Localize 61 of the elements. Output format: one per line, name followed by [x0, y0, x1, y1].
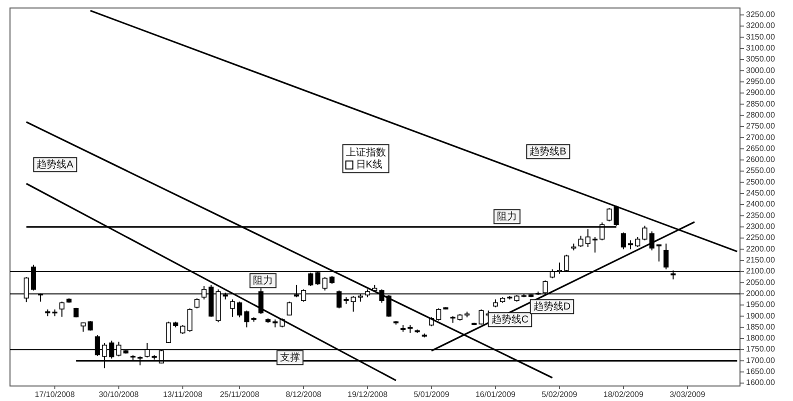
x-tick-label: 5/02/2009 [542, 390, 578, 399]
y-tick-label: 3050.00 [746, 54, 776, 64]
note: 支撑 [276, 350, 304, 366]
y-tick-label: 1700.00 [746, 356, 776, 365]
y-tick-label: 2450.00 [746, 188, 776, 198]
legend-title: 上证指数 [346, 146, 386, 159]
y-tick-label: 3100.00 [746, 44, 776, 52]
x-tick-label: 16/01/2009 [475, 390, 516, 399]
y-tick-label: 2600.00 [746, 155, 776, 164]
note: 趋势线D [530, 299, 574, 314]
y-tick-label: 2550.00 [746, 166, 776, 176]
annotation: 阻力 [497, 210, 517, 223]
y-tick-label: 1750.00 [746, 344, 776, 354]
y-tick-label: 1600.00 [746, 378, 776, 388]
y-tick-label: 2750.00 [746, 122, 776, 131]
annotation: 趋势线D [533, 300, 571, 313]
y-tick-label: 2850.00 [746, 99, 776, 108]
x-tick-label: 25/11/2008 [220, 390, 260, 399]
x-tick-label: 3/03/2009 [670, 390, 706, 399]
legend-label: 日K线 [356, 158, 382, 171]
y-tick-label: 2050.00 [746, 278, 776, 287]
x-tick-label: 13/11/2008 [163, 390, 203, 399]
y-tick-label: 2700.00 [746, 132, 776, 142]
x-tick-label: 30/10/2008 [98, 390, 140, 399]
y-tick-label: 3200.00 [746, 21, 776, 30]
y-tick-label: 2150.00 [746, 255, 776, 264]
annotation: 支撑 [280, 352, 300, 364]
annotation: 阻力 [253, 274, 273, 287]
x-tick-label: 8/12/2008 [286, 390, 322, 399]
y-tick-label: 2650.00 [746, 144, 776, 153]
y-tick-label: 2000.00 [746, 288, 776, 298]
y-tick-label: 1850.00 [746, 322, 776, 332]
note: 阻力 [494, 209, 520, 224]
y-tick-label: 3250.00 [746, 10, 776, 20]
annotation: 趋势线C [491, 314, 529, 326]
y-tick-label: 3150.00 [746, 32, 776, 42]
y-tick-label: 2500.00 [746, 177, 776, 186]
y-tick-label: 2250.00 [746, 233, 776, 242]
x-tick-label: 17/10/2008 [34, 390, 76, 399]
y-tick-label: 2350.00 [746, 210, 776, 220]
x-tick-label: 5/01/2009 [414, 390, 450, 399]
y-tick-label: 2950.00 [746, 76, 776, 86]
y-tick-label: 2400.00 [746, 200, 776, 209]
note: 阻力 [250, 273, 276, 288]
y-tick-label: 1650.00 [746, 367, 776, 376]
y-tick-label: 2100.00 [746, 266, 776, 276]
y-tick-label: 2200.00 [746, 244, 776, 254]
y-tick-label: 1950.00 [746, 300, 776, 310]
y-tick-label: 2900.00 [746, 88, 776, 98]
x-tick-label: 18/02/2009 [603, 390, 644, 399]
note: 趋势线B [526, 144, 570, 160]
y-tick-label: 2300.00 [746, 222, 776, 232]
x-tick-label: 19/12/2008 [348, 390, 388, 399]
annotation: 趋势线B [530, 146, 567, 158]
note: 趋势线C [488, 312, 532, 328]
y-tick-label: 2800.00 [746, 110, 776, 120]
y-tick-label: 3000.00 [746, 66, 776, 75]
annotation: 趋势线A [36, 158, 74, 171]
note: 趋势线A [33, 157, 78, 172]
y-tick-label: 1900.00 [746, 311, 776, 320]
y-tick-label: 1800.00 [746, 334, 776, 343]
